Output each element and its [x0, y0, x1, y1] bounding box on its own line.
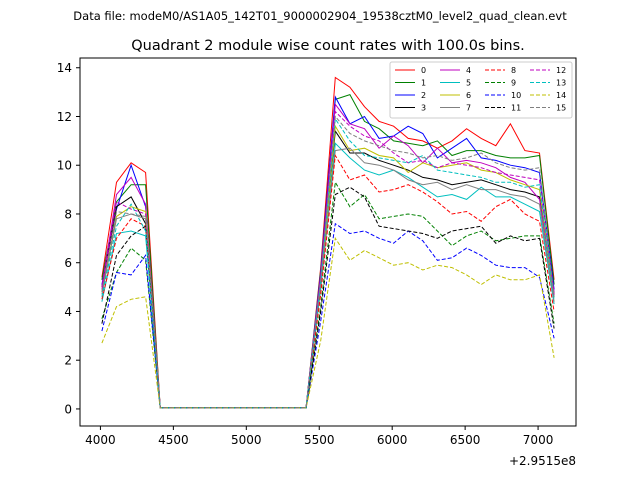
y-tick-label: 4 [64, 305, 72, 319]
figure-suptitle: Data file: modeM0/AS1A05_142T01_90000029… [73, 9, 567, 23]
legend-label-11: 11 [511, 104, 521, 113]
legend-label-0: 0 [421, 66, 426, 75]
y-tick-label: 0 [64, 402, 72, 416]
axes-frame [79, 57, 577, 427]
legend-label-6: 6 [466, 91, 471, 100]
series-layer [101, 76, 555, 409]
legend-label-12: 12 [556, 66, 566, 75]
series-line-15 [101, 115, 555, 409]
x-tick-label: 4500 [158, 433, 189, 447]
axes-border [79, 57, 577, 427]
x-tick-label: 4000 [85, 433, 116, 447]
x-tick-label: 5000 [231, 433, 262, 447]
chart-title: Quadrant 2 module wise count rates with … [131, 38, 525, 54]
y-tick-label: 2 [64, 354, 72, 368]
legend-label-10: 10 [511, 91, 521, 100]
y-tick-label: 10 [57, 159, 72, 173]
legend-box [389, 61, 573, 119]
y-tick-label: 12 [57, 110, 72, 124]
x-axis-offset-label: +2.9515e8 [509, 454, 576, 468]
legend-label-4: 4 [466, 66, 471, 75]
legend-label-14: 14 [556, 91, 566, 100]
x-tick-label: 6000 [377, 433, 408, 447]
x-tick-label: 7000 [523, 433, 554, 447]
legend-label-9: 9 [511, 79, 516, 88]
y-tick-label: 14 [57, 61, 72, 75]
legend-label-2: 2 [421, 91, 426, 100]
legend-label-13: 13 [556, 79, 566, 88]
x-axis: 4000 4500 5000 5500 6000 6500 7000 [85, 426, 553, 447]
x-tick-label: 6500 [450, 433, 481, 447]
plot-area [80, 58, 576, 426]
legend-label-15: 15 [556, 104, 566, 113]
legend-label-3: 3 [421, 104, 426, 113]
series-line-10 [101, 222, 555, 409]
legend-label-1: 1 [421, 79, 426, 88]
y-tick-label: 8 [64, 207, 72, 221]
legend-label-5: 5 [466, 79, 471, 88]
series-line-11 [101, 186, 555, 409]
y-tick-label: 6 [64, 256, 72, 270]
x-tick-label: 5500 [304, 433, 335, 447]
legend-label-8: 8 [511, 66, 516, 75]
legend-label-7: 7 [466, 104, 471, 113]
y-axis: 0 2 4 6 8 10 12 14 [57, 61, 80, 416]
